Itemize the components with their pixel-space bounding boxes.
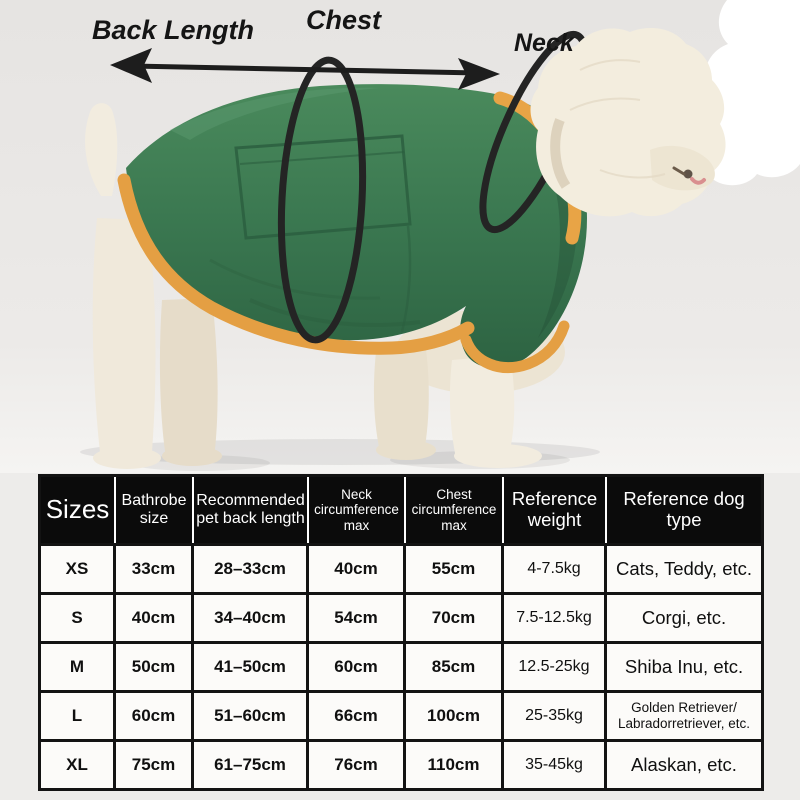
cell-size: XS [41, 543, 116, 592]
dog-ear-shading [550, 118, 571, 189]
cell-bathrobe-size: 60cm [116, 690, 194, 739]
dog-front-leg-far [373, 350, 429, 452]
cell-dog-type: Corgi, etc. [607, 592, 761, 641]
bathrobe-fold [209, 258, 381, 300]
orange-trim-sleeve [460, 320, 570, 373]
bathrobe-seam [400, 225, 412, 333]
cell-bathrobe-size: 75cm [116, 739, 194, 788]
dog-paw [376, 440, 436, 460]
cell-chest-circumference: 55cm [406, 543, 504, 592]
cell-chest-circumference: 110cm [406, 739, 504, 788]
cell-bathrobe-size: 40cm [116, 592, 194, 641]
dog-rear-leg-far [159, 298, 218, 458]
cell-dog-type: Golden Retriever/ Labradorretriever, etc… [607, 690, 761, 739]
dog-muzzle [650, 145, 715, 191]
dog-head [530, 28, 726, 217]
dog-mouth-line [672, 166, 686, 176]
cell-bathrobe-size: 33cm [116, 543, 194, 592]
cell-weight: 12.5-25kg [504, 641, 607, 690]
dog-front-leg-near [449, 355, 515, 458]
cell-size: XL [41, 739, 116, 788]
cell-weight: 7.5-12.5kg [504, 592, 607, 641]
dog-bathrobe-photo [0, 0, 800, 473]
header-cell-bathrobe-size: Bathrobe size [116, 477, 194, 543]
dog-paw [162, 446, 222, 466]
header-cell-chest-circumference: Chest circumference max [406, 477, 504, 543]
dog-tongue [690, 177, 706, 185]
bathrobe-fold [249, 298, 421, 327]
bathrobe-pocket-flap-line [239, 151, 405, 165]
bathrobe-pocket [234, 134, 412, 240]
header-cell-reference-dog-type: Reference dog type [607, 477, 761, 543]
size-table: Sizes Bathrobe size Recommended pet back… [38, 474, 764, 791]
header-cell-sizes: Sizes [41, 477, 116, 543]
cell-back-length: 28–33cm [194, 543, 309, 592]
cell-size: L [41, 690, 116, 739]
dog-paw [93, 447, 161, 469]
cell-neck-circumference: 40cm [309, 543, 406, 592]
dog-nose [683, 169, 693, 179]
bathrobe-highlight [170, 87, 380, 140]
cell-chest-circumference: 70cm [406, 592, 504, 641]
cell-neck-circumference: 76cm [309, 739, 406, 788]
cell-weight: 35-45kg [504, 739, 607, 788]
header-cell-neck-circumference: Neck circumference max [309, 477, 406, 543]
bathrobe-body [126, 84, 587, 369]
dog-rear-leg-near [92, 218, 156, 460]
cell-size: M [41, 641, 116, 690]
dog-paw [454, 444, 542, 468]
cell-weight: 25-35kg [504, 690, 607, 739]
cell-back-length: 51–60cm [194, 690, 309, 739]
cell-size: S [41, 592, 116, 641]
cell-back-length: 61–75cm [194, 739, 309, 788]
orange-trim-bottom [117, 173, 475, 355]
cell-dog-type: Shiba Inu, etc. [607, 641, 761, 690]
header-cell-reference-weight: Reference weight [504, 477, 607, 543]
dog-fur-strokes [569, 59, 666, 179]
cell-dog-type: Alaskan, etc. [607, 739, 761, 788]
chest-label: Chest [306, 5, 382, 35]
cell-neck-circumference: 60cm [309, 641, 406, 690]
dog-tail [85, 103, 118, 196]
cell-chest-circumference: 100cm [406, 690, 504, 739]
cell-chest-circumference: 85cm [406, 641, 504, 690]
chest-measure-loop [277, 56, 367, 344]
cell-weight: 4-7.5kg [504, 543, 607, 592]
neck-label: Neck [514, 29, 574, 57]
back-length-label: Back Length [92, 15, 255, 45]
cell-neck-circumference: 66cm [309, 690, 406, 739]
cell-back-length: 41–50cm [194, 641, 309, 690]
cell-back-length: 34–40cm [194, 592, 309, 641]
green-bathrobe [117, 84, 587, 373]
header-cell-back-length: Recommended pet back length [194, 477, 309, 543]
cell-bathrobe-size: 50cm [116, 641, 194, 690]
back-length-arrow [110, 48, 500, 90]
cell-dog-type: Cats, Teddy, etc. [607, 543, 761, 592]
cell-neck-circumference: 54cm [309, 592, 406, 641]
dog-illustration [85, 28, 726, 469]
